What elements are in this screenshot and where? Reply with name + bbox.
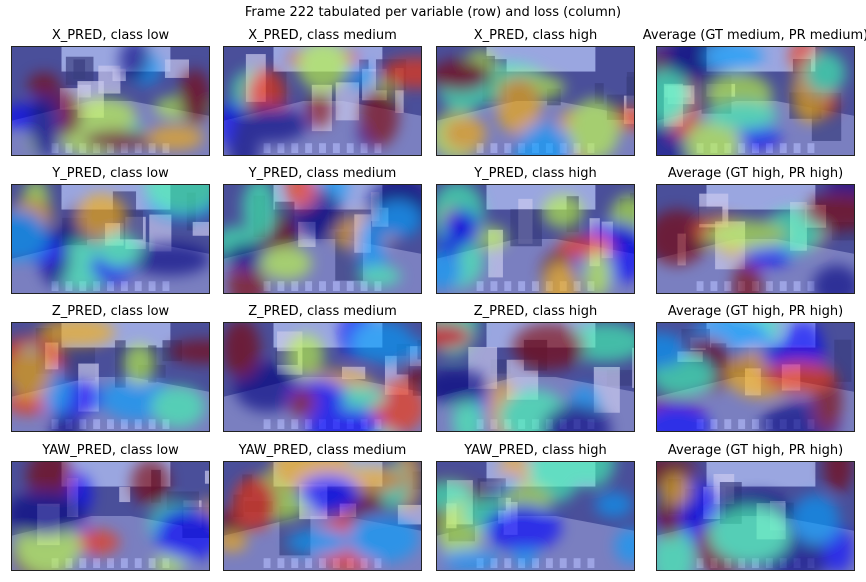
saliency-overlay	[437, 323, 634, 431]
saliency-overlay	[657, 47, 854, 155]
panel-title: Y_PRED, class high	[474, 166, 597, 181]
panel-title: Average (GT high, PR high)	[667, 166, 844, 181]
panel-title: Average (GT high, PR high)	[667, 443, 844, 458]
saliency-overlay	[657, 462, 854, 570]
heatmap-image	[656, 461, 855, 571]
panel-title: Average (GT medium, PR medium)	[642, 28, 866, 43]
heatmap-image	[436, 461, 635, 571]
heatmap-image	[11, 46, 210, 156]
saliency-overlay	[437, 47, 634, 155]
saliency-overlay	[12, 185, 209, 293]
heatmap-image	[436, 322, 635, 432]
heatmap-image	[223, 461, 422, 571]
heatmap-image	[656, 322, 855, 432]
saliency-overlay	[224, 462, 421, 570]
saliency-overlay	[12, 462, 209, 570]
heatmap-image	[656, 46, 855, 156]
heatmap-image	[223, 184, 422, 294]
panel-title: Y_PRED, class low	[52, 166, 169, 181]
heatmap-image	[436, 184, 635, 294]
panel-title: YAW_PRED, class low	[42, 443, 179, 458]
panel-title: X_PRED, class low	[51, 28, 170, 43]
saliency-overlay	[224, 47, 421, 155]
panel-title: YAW_PRED, class medium	[238, 443, 407, 458]
saliency-overlay	[437, 185, 634, 293]
figure-title: Frame 222 tabulated per variable (row) a…	[244, 5, 622, 20]
panel-title: YAW_PRED, class high	[464, 443, 607, 458]
heatmap-image	[223, 322, 422, 432]
saliency-overlay	[224, 185, 421, 293]
panel-title: X_PRED, class high	[473, 28, 598, 43]
panel-title: Y_PRED, class medium	[248, 166, 397, 181]
heatmap-image	[436, 46, 635, 156]
saliency-overlay	[224, 323, 421, 431]
panel-title: Z_PRED, class low	[51, 304, 170, 319]
heatmap-image	[11, 322, 210, 432]
saliency-overlay	[12, 323, 209, 431]
heatmap-image	[11, 461, 210, 571]
heatmap-image	[11, 184, 210, 294]
heatmap-image	[656, 184, 855, 294]
saliency-overlay	[437, 462, 634, 570]
panel-title: Average (GT high, PR high)	[667, 304, 844, 319]
panel-title: Z_PRED, class high	[473, 304, 598, 319]
saliency-overlay	[657, 185, 854, 293]
panel-title: X_PRED, class medium	[248, 28, 397, 43]
saliency-overlay	[12, 47, 209, 155]
saliency-overlay	[657, 323, 854, 431]
heatmap-image	[223, 46, 422, 156]
panel-title: Z_PRED, class medium	[248, 304, 397, 319]
